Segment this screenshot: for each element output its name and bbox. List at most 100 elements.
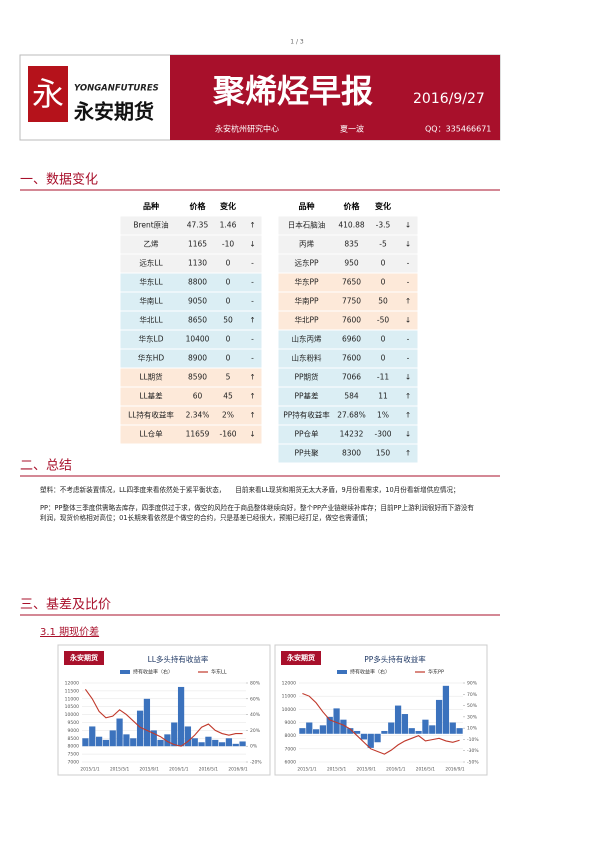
table-cell: 2.34% bbox=[186, 411, 210, 420]
bar bbox=[312, 729, 320, 734]
table-cell: LL持有收益率 bbox=[128, 410, 174, 420]
table-cell: PP基差 bbox=[294, 391, 319, 401]
bar bbox=[164, 734, 171, 747]
line bbox=[302, 693, 460, 755]
bar bbox=[95, 736, 103, 747]
y2-tick-label: -50% bbox=[467, 760, 479, 766]
bar bbox=[136, 710, 144, 747]
section-heading: 三、基差及比价 bbox=[20, 598, 111, 613]
y2-tick-label: 70% bbox=[467, 692, 478, 698]
table-cell: ↑ bbox=[249, 316, 255, 325]
table-cell: ↓ bbox=[405, 240, 411, 249]
table-cell: ↓ bbox=[405, 373, 411, 382]
table-header: 品种 bbox=[143, 201, 159, 211]
bar bbox=[353, 730, 361, 734]
table-cell: 0 bbox=[226, 335, 231, 344]
x-tick-label: 2015/9/1 bbox=[140, 767, 160, 773]
y-tick-label: 10000 bbox=[282, 707, 296, 713]
bar bbox=[89, 726, 96, 747]
summary-paragraph: 塑料：不考虑新装置情况，LL四季度来看依然处于紧平衡状态， 目前来看LL现货和期… bbox=[40, 486, 460, 494]
table-cell: 27.68% bbox=[337, 411, 366, 420]
bar bbox=[394, 705, 402, 734]
table-cell: - bbox=[407, 259, 410, 268]
y-tick-label: 10000 bbox=[65, 712, 79, 718]
chart-logo: 永安期货 bbox=[69, 653, 98, 662]
table-cell: 1130 bbox=[188, 259, 207, 268]
table-cell: -10 bbox=[222, 240, 234, 249]
bar bbox=[442, 685, 450, 734]
summary-paragraph: PP：PP整体三季度供需略去库存，四季度供过于求，做空的风险在于商品整体继续向好… bbox=[40, 504, 475, 522]
table-cell: LL期货 bbox=[139, 372, 163, 382]
table-cell: 7600 bbox=[342, 354, 361, 363]
table-cell: 1165 bbox=[188, 240, 207, 249]
table-cell: 1.46 bbox=[220, 221, 237, 230]
table-cell: ↑ bbox=[405, 392, 411, 401]
bar bbox=[198, 742, 205, 747]
y2-tick-label: 90% bbox=[467, 681, 478, 687]
y2-tick-label: 40% bbox=[250, 712, 261, 718]
table-cell: ↓ bbox=[405, 316, 411, 325]
table-cell: - bbox=[407, 278, 410, 287]
table-cell: PP期货 bbox=[294, 372, 319, 382]
bar bbox=[367, 733, 374, 748]
chart-title: LL多头持有收益率 bbox=[148, 654, 209, 664]
table-cell: 0 bbox=[226, 297, 231, 306]
y2-tick-label: 60% bbox=[250, 696, 261, 702]
bar bbox=[360, 733, 368, 740]
table-cell: 7750 bbox=[342, 297, 361, 306]
table-cell: ↑ bbox=[249, 221, 255, 230]
table-cell: 11 bbox=[378, 392, 388, 401]
table-cell: 2% bbox=[222, 411, 234, 420]
table-cell: - bbox=[251, 259, 254, 268]
x-tick-label: 2016/1/1 bbox=[386, 767, 406, 773]
bar bbox=[299, 728, 306, 734]
table-cell: ↑ bbox=[249, 411, 255, 420]
bar bbox=[184, 726, 192, 747]
table-cell: - bbox=[251, 278, 254, 287]
legend-label: 华东LL bbox=[211, 669, 227, 676]
legend-swatch bbox=[120, 670, 130, 674]
y2-tick-label: 20% bbox=[250, 728, 261, 734]
table-header: 变化 bbox=[220, 201, 236, 211]
y2-tick-label: 30% bbox=[467, 714, 478, 720]
table-cell: PP持有收益率 bbox=[283, 410, 330, 420]
table-cell: -300 bbox=[374, 430, 391, 439]
bar bbox=[388, 722, 395, 734]
table-cell: 1% bbox=[377, 411, 389, 420]
table-cell: 60 bbox=[193, 392, 203, 401]
bar bbox=[347, 728, 354, 734]
table-cell: 7066 bbox=[342, 373, 361, 382]
bar bbox=[326, 716, 333, 734]
legend-label: 持有收益率（右） bbox=[350, 669, 390, 676]
table-cell: 山东粉料 bbox=[292, 353, 322, 363]
bar bbox=[102, 739, 110, 747]
table-cell: 150 bbox=[376, 449, 391, 458]
table-cell: Brent原油 bbox=[133, 220, 168, 230]
table-cell: - bbox=[407, 335, 410, 344]
table-cell: 乙烯 bbox=[144, 239, 159, 249]
table-cell: -50 bbox=[377, 316, 389, 325]
bar bbox=[401, 714, 409, 734]
bar bbox=[239, 741, 246, 747]
chart: 永安期货 LL多头持有收益率 7000 7500 8000 8500 9000 9500 100… bbox=[57, 644, 271, 776]
table-header: 价格 bbox=[190, 201, 207, 211]
legend-label: 持有收益率（右） bbox=[133, 669, 173, 676]
header-band bbox=[170, 55, 500, 140]
table-cell: PP共聚 bbox=[294, 449, 319, 458]
logo-square bbox=[28, 66, 68, 122]
table-cell: 0 bbox=[226, 259, 231, 268]
table-cell: 丙烯 bbox=[299, 239, 314, 249]
table-cell: 584 bbox=[344, 392, 359, 401]
y2-tick-label: -10% bbox=[467, 737, 479, 743]
table-cell: 0 bbox=[381, 259, 386, 268]
bar bbox=[232, 743, 239, 747]
table-cell: 华南LL bbox=[139, 296, 163, 306]
x-tick-label: 2016/5/1 bbox=[416, 767, 436, 773]
table-row bbox=[277, 443, 419, 464]
chart: 永安期货 PP多头持有收益率 6000 7000 8000 9000 10000 11000 1… bbox=[274, 644, 488, 776]
author: 夏一波 bbox=[340, 124, 364, 134]
table-cell: ↑ bbox=[249, 392, 255, 401]
table-cell: 50 bbox=[223, 316, 233, 325]
table-cell: 华东LL bbox=[139, 277, 163, 287]
table-cell: 华南PP bbox=[294, 296, 319, 306]
